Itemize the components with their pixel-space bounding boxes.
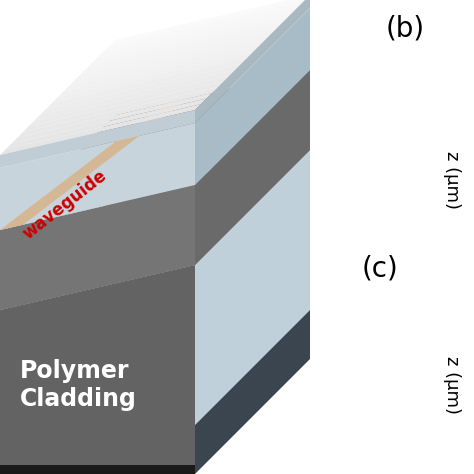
Polygon shape <box>109 0 310 46</box>
Text: (b): (b) <box>385 14 425 42</box>
Polygon shape <box>98 7 299 57</box>
Polygon shape <box>103 1 304 52</box>
Polygon shape <box>40 64 241 115</box>
Text: Polymer
Cladding: Polymer Cladding <box>20 359 137 411</box>
Polygon shape <box>195 8 310 185</box>
Polygon shape <box>92 12 293 63</box>
Polygon shape <box>195 0 310 123</box>
Polygon shape <box>46 58 247 109</box>
Polygon shape <box>0 123 195 230</box>
Polygon shape <box>57 47 258 98</box>
Polygon shape <box>52 53 253 103</box>
Polygon shape <box>6 99 207 149</box>
Polygon shape <box>17 87 218 138</box>
Polygon shape <box>195 70 310 265</box>
Polygon shape <box>81 24 281 74</box>
Polygon shape <box>75 29 275 80</box>
Polygon shape <box>0 110 195 168</box>
Polygon shape <box>0 465 195 474</box>
Text: z (μm): z (μm) <box>443 151 461 209</box>
Polygon shape <box>0 70 310 230</box>
Polygon shape <box>23 81 224 132</box>
Polygon shape <box>29 75 229 126</box>
Polygon shape <box>11 93 212 144</box>
Polygon shape <box>0 265 195 474</box>
Polygon shape <box>0 104 201 155</box>
Polygon shape <box>69 35 270 86</box>
Polygon shape <box>195 150 310 425</box>
Polygon shape <box>195 310 310 474</box>
Polygon shape <box>86 18 287 69</box>
Polygon shape <box>35 70 235 120</box>
Polygon shape <box>63 41 264 92</box>
Polygon shape <box>0 150 310 310</box>
Polygon shape <box>0 98 189 230</box>
Polygon shape <box>195 70 310 265</box>
Text: z (μm): z (μm) <box>443 356 461 414</box>
Text: waveguide: waveguide <box>19 167 110 243</box>
Polygon shape <box>0 185 195 310</box>
Text: (c): (c) <box>362 254 398 282</box>
